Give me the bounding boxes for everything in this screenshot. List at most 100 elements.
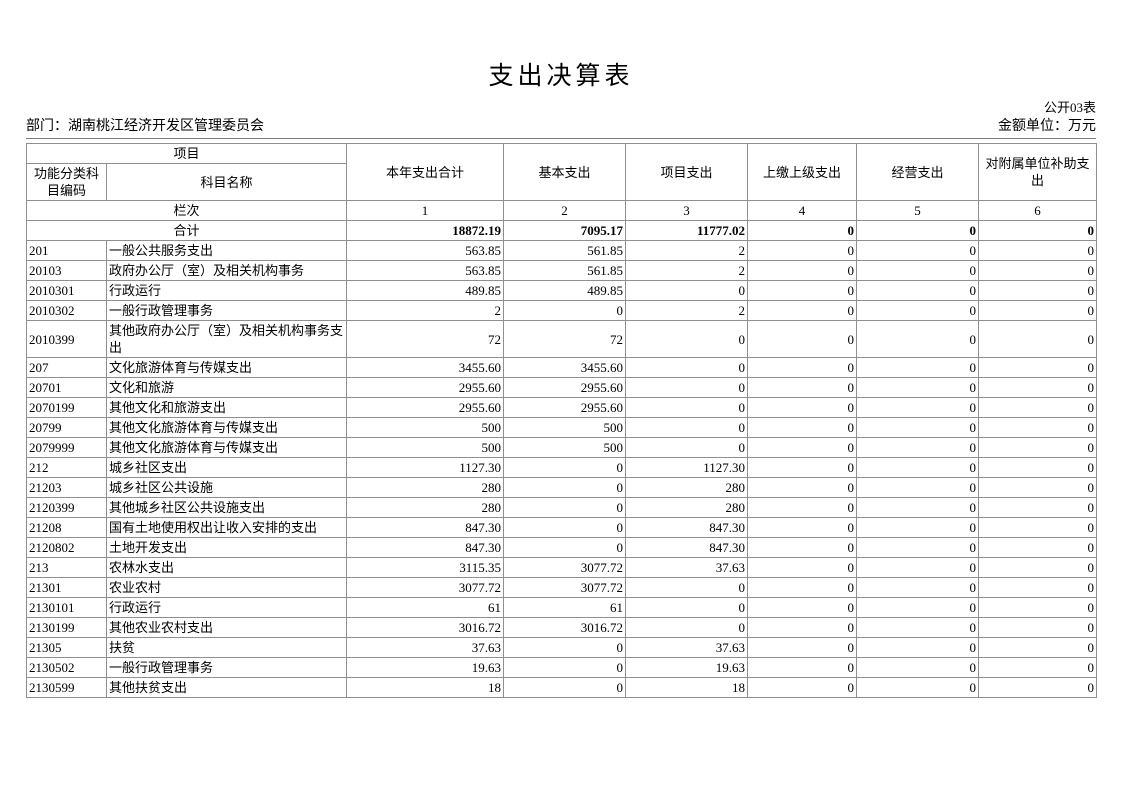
row-value-cell: 0 [747, 677, 858, 698]
column-number-cell: 1 [346, 200, 505, 221]
total-value-cell: 0 [747, 220, 858, 241]
page-title: 支出决算表 [488, 63, 634, 90]
row-value-cell: 0 [747, 577, 858, 598]
row-value-cell: 0 [856, 517, 980, 538]
total-value-cell: 11777.02 [625, 220, 749, 241]
row-value-cell: 3077.72 [503, 577, 627, 598]
row-value-cell: 0 [747, 300, 858, 321]
row-value-cell: 3077.72 [503, 557, 627, 578]
row-value-cell: 280 [625, 477, 749, 498]
row-name-cell: 其他政府办公厅（室）及相关机构事务支出 [105, 320, 348, 358]
row-value-cell: 0 [625, 597, 749, 618]
row-value-cell: 563.85 [346, 240, 505, 261]
total-value-cell: 0 [856, 220, 980, 241]
row-name-cell: 农业农村 [105, 577, 348, 598]
value-header-cell: 对附属单位补助支出 [978, 143, 1098, 201]
row-name-cell: 政府办公厅（室）及相关机构事务 [105, 260, 348, 281]
row-value-cell: 0 [625, 357, 749, 378]
row-value-cell: 0 [978, 377, 1098, 398]
row-value-cell: 2955.60 [503, 397, 627, 418]
row-value-cell: 0 [978, 300, 1098, 321]
row-value-cell: 1127.30 [625, 457, 749, 478]
row-value-cell: 0 [747, 240, 858, 261]
row-value-cell: 0 [503, 300, 627, 321]
row-value-cell: 561.85 [503, 260, 627, 281]
table-row: 201 一般公共服务支出 563.85 561.85 2 0 0 0 [26, 240, 1098, 261]
row-value-cell: 0 [856, 497, 980, 518]
row-value-cell: 0 [747, 260, 858, 281]
row-name-cell: 农林水支出 [105, 557, 348, 578]
row-value-cell: 0 [747, 397, 858, 418]
table-code-label: 公开03表 [1043, 100, 1096, 115]
row-value-cell: 0 [625, 280, 749, 301]
row-value-cell: 500 [503, 437, 627, 458]
row-value-cell: 0 [503, 477, 627, 498]
row-value-cell: 0 [978, 260, 1098, 281]
row-value-cell: 0 [747, 477, 858, 498]
column-number-cell: 5 [856, 200, 980, 221]
row-value-cell: 847.30 [346, 537, 505, 558]
table-row: 20701 文化和旅游 2955.60 2955.60 0 0 0 0 [26, 377, 1098, 398]
row-value-cell: 0 [978, 517, 1098, 538]
row-value-cell: 18 [346, 677, 505, 698]
row-value-cell: 0 [978, 280, 1098, 301]
row-value-cell: 0 [856, 657, 980, 678]
table-row: 2010302 一般行政管理事务 2 0 2 0 0 0 [26, 300, 1098, 321]
row-value-cell: 0 [747, 657, 858, 678]
row-value-cell: 18 [625, 677, 749, 698]
row-value-cell: 0 [978, 240, 1098, 261]
row-value-cell: 3115.35 [346, 557, 505, 578]
row-name-cell: 其他扶贫支出 [105, 677, 348, 698]
document-page: 支出决算表 公开03表 部门：湖南桃江经济开发区管理委员会 金额单位：万元 项目… [0, 62, 1122, 793]
row-value-cell: 0 [978, 577, 1098, 598]
table-row: 21208 国有土地使用权出让收入安排的支出 847.30 0 847.30 0 0 0 [26, 517, 1098, 538]
row-value-cell: 280 [625, 497, 749, 518]
table-row: 21301 农业农村 3077.72 3077.72 0 0 0 0 [26, 577, 1098, 598]
row-value-cell: 489.85 [503, 280, 627, 301]
row-code-cell: 201 [26, 240, 107, 261]
row-value-cell: 0 [625, 617, 749, 638]
row-value-cell: 0 [747, 637, 858, 658]
row-value-cell: 0 [625, 377, 749, 398]
unit-label: 金额单位：万元 [998, 119, 1096, 134]
row-name-cell: 一般行政管理事务 [105, 657, 348, 678]
row-name-cell: 城乡社区公共设施 [105, 477, 348, 498]
row-code-cell: 2120802 [26, 537, 107, 558]
table-body: 项目 本年支出合计 基本支出 项目支出 上缴上级支出 经营支出 对附属单位补助支出 功能分… [25, 143, 1098, 698]
row-value-cell: 0 [856, 597, 980, 618]
row-name-cell: 其他文化和旅游支出 [105, 397, 348, 418]
code-header-cell: 功能分类科目编码 [26, 163, 107, 201]
row-value-cell: 0 [747, 497, 858, 518]
department-label: 部门：湖南桃江经济开发区管理委员会 [26, 119, 264, 134]
lanci-label-cell: 栏次 [25, 200, 348, 221]
row-value-cell: 19.63 [346, 657, 505, 678]
row-value-cell: 0 [625, 577, 749, 598]
row-name-cell: 文化和旅游 [105, 377, 348, 398]
table-row: 2120802 土地开发支出 847.30 0 847.30 0 0 0 [26, 537, 1098, 558]
row-name-cell: 其他城乡社区公共设施支出 [105, 497, 348, 518]
name-header-cell: 科目名称 [105, 163, 348, 201]
row-name-cell: 一般行政管理事务 [105, 300, 348, 321]
row-value-cell: 0 [856, 437, 980, 458]
row-value-cell: 0 [978, 677, 1098, 698]
row-value-cell: 0 [747, 377, 858, 398]
row-value-cell: 0 [978, 457, 1098, 478]
row-value-cell: 0 [747, 537, 858, 558]
row-value-cell: 0 [625, 417, 749, 438]
row-code-cell: 20799 [26, 417, 107, 438]
row-code-cell: 2120399 [26, 497, 107, 518]
row-value-cell: 0 [503, 637, 627, 658]
row-value-cell: 19.63 [625, 657, 749, 678]
row-value-cell: 0 [978, 357, 1098, 378]
row-value-cell: 2955.60 [346, 397, 505, 418]
row-code-cell: 2010301 [26, 280, 107, 301]
row-value-cell: 0 [856, 477, 980, 498]
row-name-cell: 扶贫 [105, 637, 348, 658]
row-value-cell: 3455.60 [503, 357, 627, 378]
row-value-cell: 0 [856, 357, 980, 378]
row-code-cell: 2010302 [26, 300, 107, 321]
row-name-cell: 国有土地使用权出让收入安排的支出 [105, 517, 348, 538]
row-value-cell: 0 [747, 457, 858, 478]
row-code-cell: 2130599 [26, 677, 107, 698]
